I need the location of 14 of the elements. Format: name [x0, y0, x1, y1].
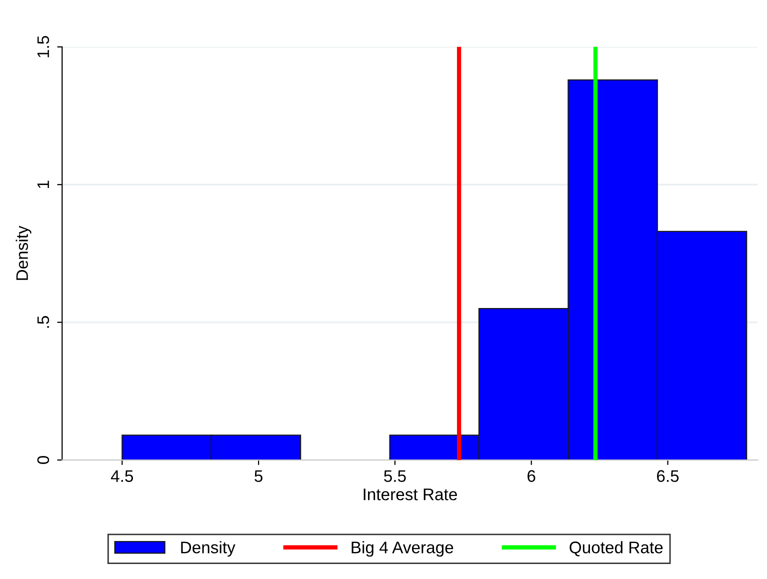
- x-tick-label: 6: [528, 470, 536, 482]
- x-tick-label: 4.5: [110, 470, 134, 482]
- y-axis-title: Density: [16, 226, 32, 280]
- legend-label: Quoted Rate: [570, 541, 663, 556]
- y-tick-label: .5: [37, 316, 50, 328]
- legend-label: Big 4 Average: [352, 541, 454, 557]
- y-tick-label: 0: [37, 456, 50, 464]
- x-axis-title: Interest Rate: [364, 488, 457, 500]
- y-tick-label: 1.5: [37, 36, 50, 58]
- x-tick-label: 6.5: [657, 470, 679, 482]
- x-tick-label: 5: [254, 470, 262, 482]
- legend-label: Density: [181, 541, 236, 557]
- y-tick-label: 1: [37, 180, 49, 188]
- x-tick-label: 5.5: [384, 470, 406, 482]
